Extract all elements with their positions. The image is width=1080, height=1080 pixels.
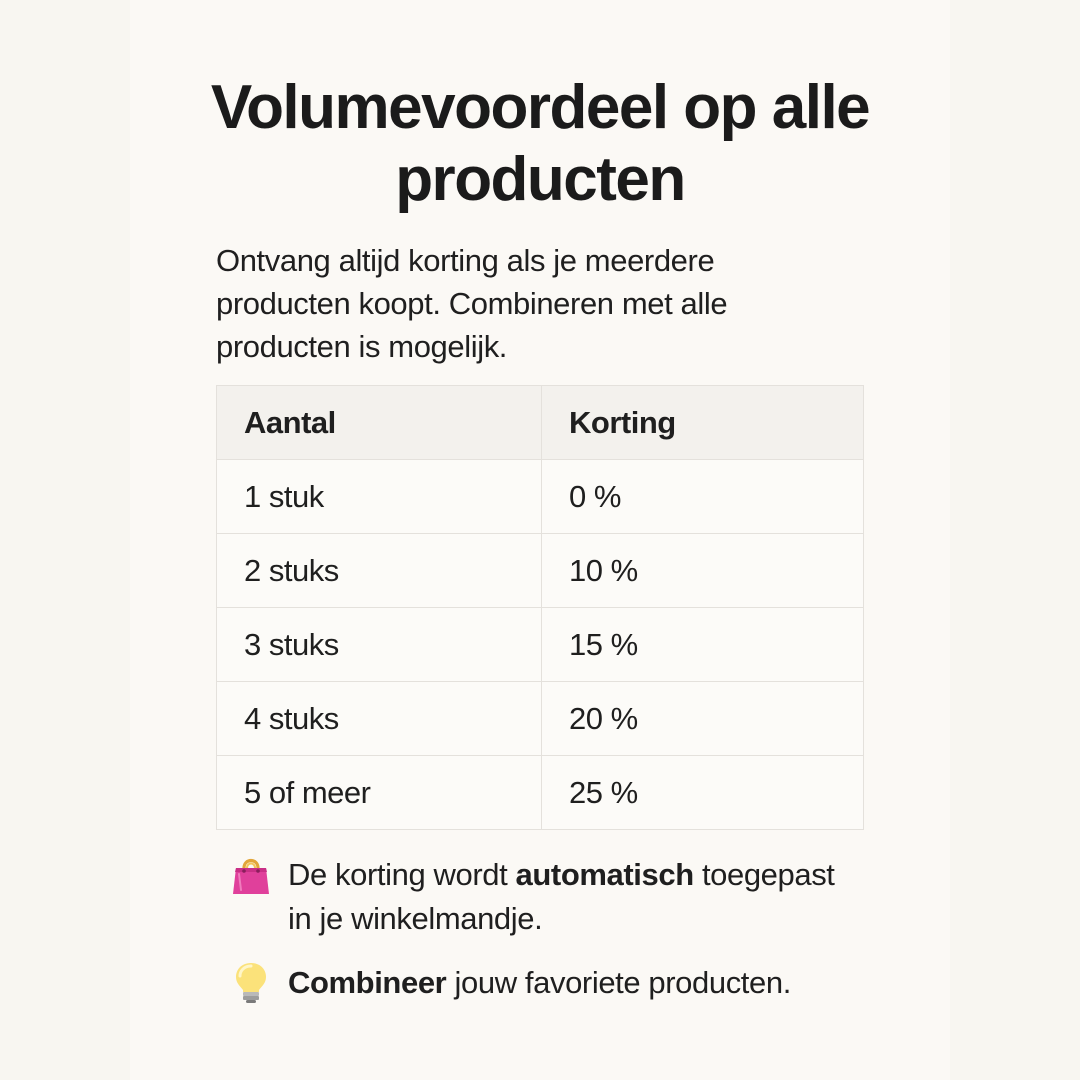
emphasis: Combineer: [288, 965, 447, 1000]
discount-cell: 25 %: [541, 755, 864, 830]
note-text: De korting wordt automatisch toegepast i…: [288, 857, 835, 936]
quantity-cell: 2 stuks: [216, 533, 542, 608]
table-header-row: Aantal Korting: [216, 385, 864, 460]
table-row: 2 stuks 10 %: [216, 533, 864, 608]
discount-cell: 20 %: [541, 681, 864, 756]
column-header-quantity: Aantal: [216, 385, 542, 460]
table-row: 3 stuks 15 %: [216, 607, 864, 682]
discount-cell: 15 %: [541, 607, 864, 682]
page-title: Volumevoordeel op alle producten: [210, 73, 871, 214]
light-bulb-icon: [230, 961, 272, 1005]
quantity-cell: 3 stuks: [216, 607, 542, 682]
column-header-discount: Korting: [541, 385, 864, 460]
quantity-cell: 1 stuk: [216, 459, 542, 534]
emphasis: automatisch: [515, 857, 695, 892]
table-row: 5 of meer 25 %: [216, 755, 864, 830]
discount-cell: 0 %: [541, 459, 864, 534]
table-row: 4 stuks 20 %: [216, 681, 864, 756]
table-row: 1 stuk 0 %: [216, 459, 864, 534]
discount-table: Aantal Korting 1 stuk 0 % 2 stuks 10 % 3…: [216, 385, 864, 830]
shopping-bag-icon: [230, 853, 272, 897]
note-automatic-discount: De korting wordt automatisch toegepast i…: [230, 853, 848, 941]
quantity-cell: 5 of meer: [216, 755, 542, 830]
quantity-cell: 4 stuks: [216, 681, 542, 756]
intro-text: Ontvang altijd korting als je meerdere p…: [216, 243, 728, 364]
note-combine: Combineer jouw favoriete producten.: [230, 961, 848, 1005]
discount-cell: 10 %: [541, 533, 864, 608]
note-text: Combineer jouw favoriete producten.: [288, 965, 791, 1000]
